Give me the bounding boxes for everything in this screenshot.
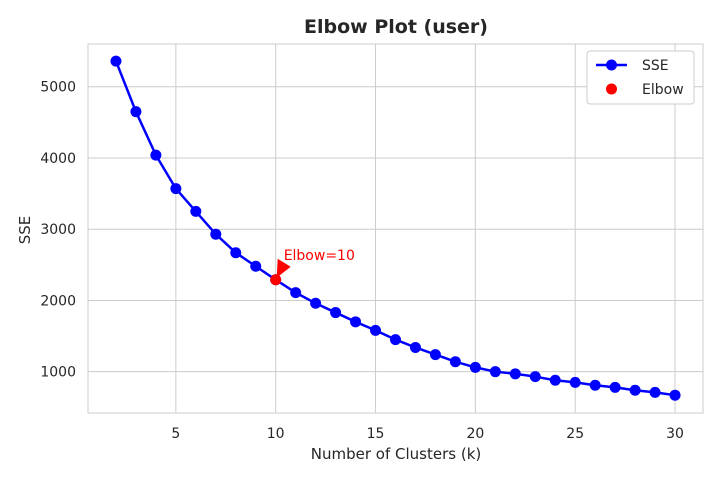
sse-point <box>569 376 581 388</box>
sse-point <box>290 287 302 299</box>
sse-point <box>649 386 661 398</box>
sse-point <box>250 260 262 272</box>
elbow-annotation: Elbow=10 <box>284 248 355 264</box>
sse-point <box>529 371 541 383</box>
sse-point <box>230 247 242 259</box>
series-layer: Elbow=10 <box>110 55 681 401</box>
sse-point <box>130 106 142 118</box>
x-tick-label: 5 <box>171 426 180 442</box>
sse-point <box>390 334 401 346</box>
x-tick-label: 20 <box>466 426 484 442</box>
elbow-point <box>270 274 282 286</box>
sse-point <box>429 349 441 361</box>
sse-point <box>330 307 342 319</box>
sse-point <box>609 381 621 393</box>
grid-layer <box>88 44 703 413</box>
x-tick-label: 30 <box>666 426 684 442</box>
y-tick-label: 4000 <box>40 151 76 167</box>
sse-point <box>150 149 162 161</box>
sse-point <box>669 389 681 401</box>
sse-point <box>310 297 322 309</box>
legend: SSE Elbow <box>586 50 695 105</box>
sse-point <box>170 183 182 195</box>
chart-title: Elbow Plot (user) <box>304 16 488 38</box>
sse-point <box>549 374 561 386</box>
y-tick-label: 5000 <box>40 80 76 96</box>
plot-frame <box>87 43 704 414</box>
x-axis-label: Number of Clusters (k) <box>311 445 481 463</box>
sse-point <box>449 356 461 368</box>
sse-point <box>210 228 222 240</box>
sse-point <box>469 361 481 373</box>
legend-sse-label: SSE <box>642 58 669 74</box>
legend-elbow-marker <box>606 83 617 95</box>
sse-point <box>489 366 501 378</box>
sse-point <box>509 368 521 380</box>
y-axis-label: SSE <box>16 216 34 245</box>
sse-point <box>629 384 641 396</box>
sse-point <box>589 379 601 391</box>
legend-sse-marker <box>606 59 617 71</box>
y-tick-label: 1000 <box>40 365 76 381</box>
sse-point <box>409 341 421 353</box>
sse-point <box>110 55 122 67</box>
sse-point <box>370 324 382 336</box>
x-tick-label: 10 <box>267 426 285 442</box>
elbow-arrowhead <box>276 258 291 278</box>
y-tick-label: 2000 <box>40 293 76 309</box>
x-tick-label: 25 <box>566 426 584 442</box>
legend-elbow-label: Elbow <box>642 82 684 98</box>
ticks-layer: 5 10 15 20 25 30 1000 2000 3000 4000 5000 <box>40 80 684 442</box>
sse-point <box>190 205 202 217</box>
y-tick-label: 3000 <box>40 222 76 238</box>
sse-point <box>350 316 362 328</box>
x-tick-label: 15 <box>367 426 385 442</box>
